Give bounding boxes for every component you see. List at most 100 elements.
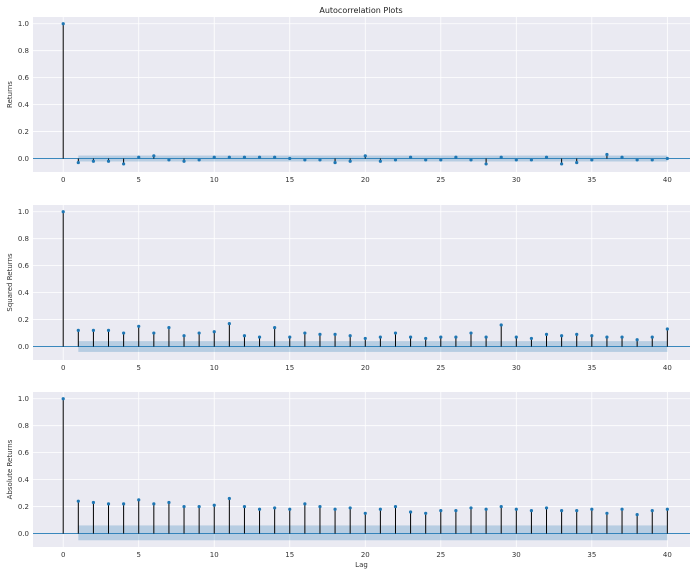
acf-panel-1-marker bbox=[514, 158, 518, 162]
acf-panel-2-marker bbox=[348, 334, 352, 338]
acf-panel-1-marker bbox=[257, 155, 262, 159]
acf-panel-3-ytick-label: 0.8 bbox=[18, 422, 29, 430]
acf-panel-1-xtick-label: 35 bbox=[587, 176, 596, 184]
acf-panel-1-marker bbox=[560, 162, 564, 166]
acf-panel-3-ytick-label: 1.0 bbox=[18, 395, 29, 403]
acf-panel-1-marker bbox=[575, 160, 579, 165]
acf-panel-1-xtick-label: 5 bbox=[136, 176, 140, 184]
acf-panel-1-marker bbox=[288, 156, 292, 161]
acf-panel-2-xtick-label: 35 bbox=[587, 364, 596, 372]
acf-panel-1-marker bbox=[393, 158, 398, 162]
acf-panel-3-marker bbox=[575, 509, 579, 513]
acf-panel-2-ytick-label: 0.2 bbox=[18, 316, 29, 324]
acf-panel-3-ytick-label: 0.0 bbox=[18, 530, 29, 538]
figure-title: Autocorrelation Plots bbox=[319, 6, 402, 15]
acf-panel-3-marker bbox=[61, 397, 65, 401]
acf-panel-1-marker bbox=[227, 155, 231, 159]
acf-panel-3-xlabel: Lag bbox=[355, 561, 368, 569]
acf-panel-1-marker bbox=[91, 159, 96, 163]
acf-panel-2-marker bbox=[469, 331, 473, 335]
acf-panel-3-marker bbox=[469, 506, 473, 510]
acf-panel-2: 0.0 0.2 0.4 0.6 0.8 1.0 0 5 10 15 20 25 30 35 40 Square… bbox=[6, 205, 690, 372]
acf-panel-1-marker bbox=[167, 158, 171, 162]
acf-panel-3-marker bbox=[484, 507, 488, 511]
acf-panel-2-marker bbox=[91, 328, 96, 332]
acf-panel-1-ytick-label: 0.8 bbox=[18, 47, 29, 55]
acf-panel-1-marker bbox=[454, 155, 458, 159]
acf-panel-3-xtick-label: 5 bbox=[136, 551, 140, 559]
acf-panel-3-marker bbox=[106, 502, 111, 506]
acf-panel-3-marker bbox=[560, 509, 564, 513]
acf-panel-2-marker bbox=[257, 335, 262, 339]
acf-panel-2-ytick-label: 0.0 bbox=[18, 343, 29, 351]
acf-panel-2-marker bbox=[288, 335, 292, 339]
acf-panel-3-marker bbox=[393, 504, 398, 509]
acf-panel-3-marker bbox=[439, 509, 443, 513]
acf-panel-2-marker bbox=[484, 335, 488, 339]
acf-panel-1-marker bbox=[484, 162, 488, 166]
acf-panel-1-marker bbox=[424, 158, 428, 162]
acf-panel-3-marker bbox=[333, 507, 337, 511]
acf-panel-3-ytick-label: 0.6 bbox=[18, 449, 30, 457]
acf-panel-1-marker bbox=[665, 156, 669, 161]
acf-panel-3-marker bbox=[590, 507, 594, 511]
acf-panel-1-xtick-label: 0 bbox=[61, 176, 65, 184]
acf-panel-1-marker bbox=[348, 159, 352, 163]
acf-panel-2-marker bbox=[318, 332, 322, 336]
acf-panel-3-marker bbox=[167, 500, 171, 505]
acf-panel-1-xtick-label: 20 bbox=[361, 176, 370, 184]
acf-panel-2-marker bbox=[590, 334, 594, 338]
acf-panel-1-marker bbox=[605, 152, 609, 157]
acf-panel-2-xtick-label: 0 bbox=[61, 364, 65, 372]
acf-panel-3-xtick-label: 25 bbox=[436, 551, 445, 559]
acf-panel-2-marker bbox=[499, 323, 503, 327]
acf-panel-2-xtick-label: 15 bbox=[285, 364, 294, 372]
acf-panel-3-marker bbox=[544, 506, 549, 510]
acf-panel-2-marker bbox=[61, 210, 65, 214]
acf-panel-2-marker bbox=[122, 331, 126, 335]
acf-panel-2-marker bbox=[303, 331, 307, 335]
acf-panel-3-marker bbox=[348, 506, 352, 510]
acf-panel-2-marker bbox=[182, 334, 186, 338]
acf-panel-2-marker bbox=[76, 328, 80, 332]
acf-panel-3-xtick-label: 30 bbox=[512, 551, 521, 559]
acf-panel-1-marker bbox=[273, 155, 277, 159]
acf-panel-3-marker bbox=[91, 500, 96, 505]
acf-panel-3-marker bbox=[242, 504, 247, 509]
acf-panel-3-ylabel: Absolute Returns bbox=[6, 439, 14, 499]
acf-panel-2-marker bbox=[363, 336, 367, 341]
acf-panel-3-xtick-label: 40 bbox=[663, 551, 672, 559]
acf-panel-3-marker bbox=[408, 510, 413, 514]
acf-panel-3-marker bbox=[152, 502, 156, 506]
acf-panel-3-marker bbox=[529, 509, 534, 513]
acf-panel-1-ytick-label: 0.6 bbox=[18, 74, 30, 82]
acf-panel-2-marker bbox=[197, 331, 201, 335]
acf-panel-3-xtick-label: 15 bbox=[285, 551, 294, 559]
acf-panel-1-ytick-label: 0.2 bbox=[18, 128, 29, 136]
acf-panel-3-marker bbox=[424, 511, 428, 515]
acf-panel-2-marker bbox=[605, 335, 609, 339]
acf-panel-1-marker bbox=[363, 154, 367, 158]
acf-panel-1-marker bbox=[408, 155, 413, 159]
acf-panel-2-marker bbox=[635, 338, 639, 342]
acf-panel-1-marker bbox=[122, 162, 126, 166]
acf-panel-2-ytick-label: 1.0 bbox=[18, 208, 29, 216]
acf-panel-1-marker bbox=[76, 160, 80, 165]
acf-panel-2-background bbox=[33, 205, 690, 360]
acf-panel-3-marker bbox=[122, 502, 126, 506]
acf-panel-3-marker bbox=[605, 511, 609, 515]
acf-panel-3-marker bbox=[499, 504, 503, 509]
acf-panel-3: 0.0 0.2 0.4 0.6 0.8 1.0 0 5 10 15 20 25 30 35 40 Absolu… bbox=[6, 392, 690, 569]
acf-panel-1: 0.0 0.2 0.4 0.6 0.8 1.0 0 5 10 15 20 25 30 35 40 Return… bbox=[6, 17, 690, 184]
acf-panel-1-marker bbox=[152, 154, 156, 158]
acf-panel-3-ytick-label: 0.2 bbox=[18, 503, 29, 511]
acf-panel-1-ytick-label: 0.0 bbox=[18, 155, 29, 163]
acf-panel-2-marker bbox=[529, 336, 534, 341]
acf-panel-1-marker bbox=[529, 158, 534, 162]
acf-panel-2-marker bbox=[620, 335, 624, 339]
acf-panel-3-marker bbox=[318, 504, 322, 509]
acf-panel-2-ylabel: Squared Returns bbox=[6, 253, 14, 312]
acf-panel-2-marker bbox=[650, 335, 654, 339]
acf-panel-1-marker bbox=[544, 155, 549, 159]
